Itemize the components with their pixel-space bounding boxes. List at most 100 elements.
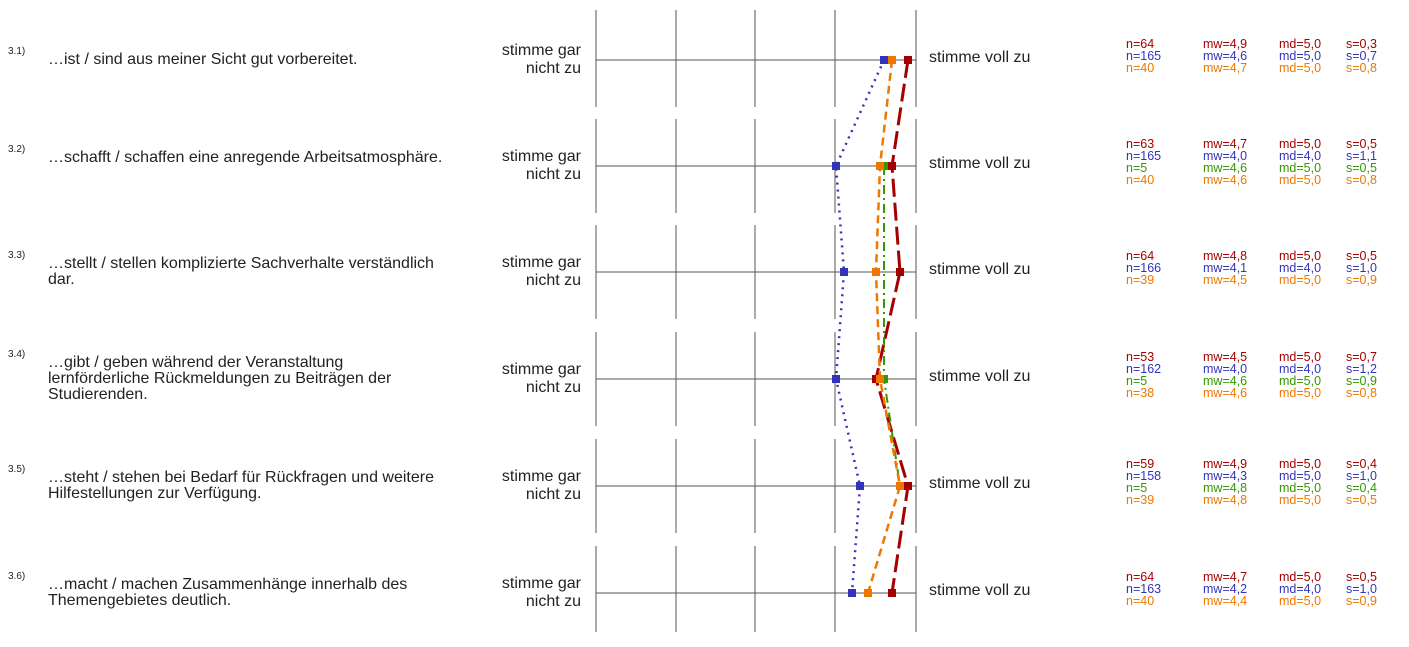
stat-s: s=0,5: [1346, 249, 1377, 263]
item-row: 3.3) …stellt / stellen komplizierte Sachv…: [0, 219, 1409, 326]
item-number: 3.6): [8, 571, 26, 582]
data-point: [832, 375, 840, 383]
item-row: 3.6) …macht / machen Zusammenhänge innerh…: [0, 540, 1409, 647]
stat-mw: mw=4,4: [1203, 594, 1248, 608]
data-point: [872, 268, 880, 276]
item-number: 3.5): [8, 464, 26, 475]
right-anchor-label: stimme voll zu: [929, 368, 1031, 385]
stat-s: s=1,0: [1346, 469, 1377, 483]
stat-md: md=5,0: [1279, 493, 1322, 507]
stat-md: md=4,0: [1279, 149, 1322, 163]
stat-n: n=59: [1126, 457, 1155, 471]
stat-mw: mw=4,7: [1203, 61, 1248, 75]
item-row: 3.5) …steht / stehen bei Bedarf für Rückf…: [0, 433, 1409, 540]
stat-md: md=5,0: [1279, 469, 1322, 483]
stat-s: s=0,5: [1346, 570, 1377, 584]
data-point: [888, 162, 896, 170]
stat-mw: mw=4,9: [1203, 457, 1248, 471]
series-line: [866, 59, 902, 594]
left-anchor-label: stimme gar nicht zu: [501, 254, 581, 289]
data-point: [896, 482, 904, 490]
right-anchor-label: stimme voll zu: [929, 155, 1031, 172]
stat-md: md=5,0: [1279, 173, 1322, 187]
stat-s: s=0,5: [1346, 161, 1377, 175]
stat-md: md=5,0: [1279, 570, 1322, 584]
stat-s: s=0,4: [1346, 481, 1377, 495]
stat-n: n=5: [1126, 374, 1148, 388]
data-point: [888, 589, 896, 597]
data-point: [832, 162, 840, 170]
stat-n: n=163: [1126, 582, 1162, 596]
left-anchor-label: stimme gar nicht zu: [501, 148, 581, 183]
stat-s: s=0,5: [1346, 137, 1377, 151]
data-point: [856, 482, 864, 490]
stat-md: md=5,0: [1279, 37, 1322, 51]
data-point: [876, 375, 884, 383]
stat-n: n=64: [1126, 570, 1155, 584]
stat-n: n=165: [1126, 149, 1162, 163]
stat-md: md=5,0: [1279, 481, 1322, 495]
stat-md: md=5,0: [1279, 273, 1322, 287]
stat-md: md=5,0: [1279, 594, 1322, 608]
left-anchor-label: stimme gar nicht zu: [501, 468, 581, 503]
stat-n: n=39: [1126, 493, 1155, 507]
data-point: [876, 162, 884, 170]
stat-s: s=0,5: [1346, 493, 1377, 507]
stat-mw: mw=4,5: [1203, 350, 1248, 364]
stat-n: n=39: [1126, 273, 1155, 287]
stat-mw: mw=4,6: [1203, 161, 1248, 175]
stat-s: s=0,3: [1346, 37, 1377, 51]
stat-n: n=53: [1126, 350, 1155, 364]
stat-s: s=0,7: [1346, 49, 1377, 63]
data-point: [904, 56, 912, 64]
item-text: …macht / machen Zusammenhänge innerhalb …: [48, 576, 408, 609]
stat-md: md=5,0: [1279, 350, 1322, 364]
series-line: [874, 59, 910, 594]
stat-mw: mw=4,8: [1203, 493, 1248, 507]
right-anchor-label: stimme voll zu: [929, 475, 1031, 492]
stat-mw: mw=4,0: [1203, 149, 1248, 163]
stat-mw: mw=4,6: [1203, 173, 1248, 187]
item-text: …gibt / geben während der Veranstaltung …: [48, 354, 392, 403]
stat-md: md=5,0: [1279, 457, 1322, 471]
right-anchor-label: stimme voll zu: [929, 261, 1031, 278]
item-row: 3.1) …ist / sind aus meiner Sicht gut vor…: [0, 7, 1409, 114]
stat-s: s=0,9: [1346, 594, 1377, 608]
item-number: 3.2): [8, 144, 26, 155]
left-anchor-label: stimme gar nicht zu: [501, 42, 581, 77]
stat-mw: mw=4,6: [1203, 374, 1248, 388]
item-text: …stellt / stellen komplizierte Sachverha…: [48, 255, 434, 288]
stat-mw: mw=4,0: [1203, 362, 1248, 376]
stat-mw: mw=4,8: [1203, 249, 1248, 263]
stat-mw: mw=4,6: [1203, 49, 1248, 63]
item-text: …ist / sind aus meiner Sicht gut vorbere…: [48, 51, 358, 68]
stat-mw: mw=4,3: [1203, 469, 1248, 483]
data-point: [840, 268, 848, 276]
item-number: 3.1): [8, 46, 26, 57]
stat-mw: mw=4,6: [1203, 386, 1248, 400]
stat-s: s=1,0: [1346, 261, 1377, 275]
stat-s: s=1,2: [1346, 362, 1377, 376]
stat-s: s=0,9: [1346, 273, 1377, 287]
left-anchor-label: stimme gar nicht zu: [501, 575, 581, 610]
right-anchor-label: stimme voll zu: [929, 49, 1031, 66]
data-point: [896, 268, 904, 276]
item-number: 3.4): [8, 349, 26, 360]
stat-n: n=40: [1126, 594, 1155, 608]
item-row: 3.4) …gibt / geben während der Veranstalt…: [0, 326, 1409, 433]
stat-n: n=166: [1126, 261, 1162, 275]
item-number: 3.3): [8, 250, 26, 261]
stat-md: md=4,0: [1279, 582, 1322, 596]
item-row: 3.2) …schafft / schaffen eine anregende A…: [0, 113, 1409, 220]
stat-mw: mw=4,8: [1203, 481, 1248, 495]
stat-s: s=1,0: [1346, 582, 1377, 596]
stat-n: n=5: [1126, 481, 1148, 495]
stat-n: n=40: [1126, 173, 1155, 187]
stat-md: md=5,0: [1279, 61, 1322, 75]
stat-n: n=158: [1126, 469, 1162, 483]
stat-n: n=64: [1126, 249, 1155, 263]
right-anchor-label: stimme voll zu: [929, 582, 1031, 599]
stat-md: md=5,0: [1279, 386, 1322, 400]
stat-mw: mw=4,7: [1203, 137, 1248, 151]
